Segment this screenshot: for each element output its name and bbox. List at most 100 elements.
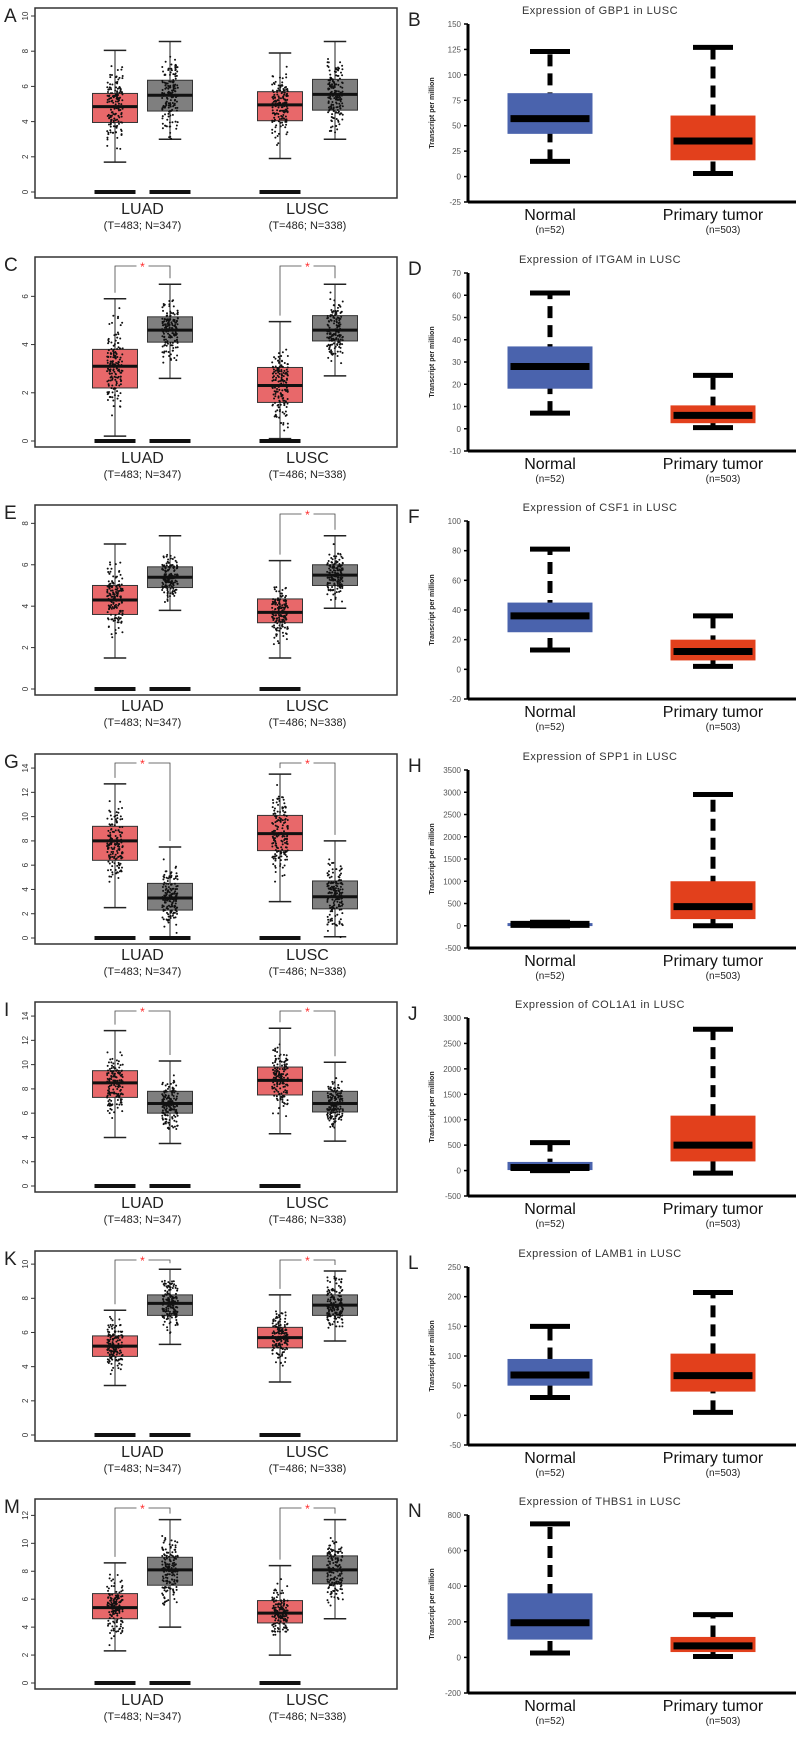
jitter-point — [328, 1119, 331, 1122]
jitter-point — [274, 859, 277, 862]
jitter-point — [117, 78, 120, 81]
jitter-point — [165, 882, 168, 885]
jitter-point — [114, 1345, 117, 1348]
jitter-point — [280, 852, 283, 855]
jitter-point — [275, 1089, 278, 1092]
jitter-point — [339, 571, 342, 574]
jitter-point — [109, 1599, 112, 1602]
jitter-point — [328, 913, 331, 916]
jitter-point — [119, 1632, 122, 1635]
jitter-point — [273, 386, 276, 389]
jitter-point — [106, 1073, 109, 1076]
jitter-point — [168, 327, 171, 330]
jitter-point — [113, 1074, 116, 1077]
jitter-point — [333, 1295, 336, 1298]
y-tick-label: 60 — [452, 291, 461, 300]
jitter-point — [334, 332, 337, 335]
jitter-point — [115, 1590, 118, 1593]
jitter-point — [285, 102, 288, 105]
jitter-point — [272, 1049, 275, 1052]
jitter-point — [280, 831, 283, 834]
jitter-point — [170, 1578, 173, 1581]
jitter-point — [326, 335, 329, 338]
jitter-point — [286, 370, 289, 373]
jitter-point — [274, 96, 277, 99]
jitter-point — [110, 1099, 113, 1102]
jitter-point — [108, 1593, 111, 1596]
jitter-point — [111, 321, 114, 324]
jitter-point — [163, 901, 166, 904]
jitter-point — [271, 610, 274, 613]
jitter-point — [114, 1347, 117, 1350]
jitter-point — [328, 336, 331, 339]
jitter-point — [341, 1568, 344, 1571]
jitter-point — [277, 1356, 280, 1359]
jitter-point — [274, 357, 277, 360]
y-tick-label: 10 — [21, 1538, 30, 1547]
jitter-point — [164, 1090, 167, 1093]
jitter-point — [168, 899, 171, 902]
jitter-point — [115, 383, 118, 386]
y-tick-label: 6 — [21, 1329, 30, 1334]
jitter-point — [339, 311, 342, 314]
jitter-point — [175, 1320, 178, 1323]
jitter-point — [176, 912, 179, 915]
jitter-point — [161, 345, 164, 348]
jitter-point — [272, 1317, 275, 1320]
jitter-point — [167, 581, 170, 584]
jitter-point — [164, 1301, 167, 1304]
jitter-point — [278, 605, 281, 608]
jitter-point — [113, 1606, 116, 1609]
jitter-point — [174, 1305, 177, 1308]
jitter-point — [332, 1105, 335, 1108]
jitter-point — [336, 325, 339, 328]
jitter-point — [118, 1611, 121, 1614]
jitter-point — [277, 825, 280, 828]
jitter-point — [326, 1299, 329, 1302]
jitter-point — [275, 124, 278, 127]
jitter-point — [175, 1097, 178, 1100]
jitter-point — [163, 1570, 166, 1573]
jitter-point — [117, 876, 120, 879]
jitter-point — [338, 77, 341, 80]
jitter-point — [273, 809, 276, 812]
jitter-point — [171, 326, 174, 329]
jitter-point — [119, 364, 122, 367]
jitter-point — [172, 1593, 175, 1596]
jitter-point — [333, 1288, 336, 1291]
jitter-point — [106, 591, 109, 594]
jitter-point — [329, 564, 332, 567]
jitter-point — [281, 847, 284, 850]
jitter-point — [271, 89, 274, 92]
jitter-point — [334, 310, 337, 313]
jitter-point — [169, 1560, 172, 1563]
jitter-point — [340, 574, 343, 577]
jitter-point — [174, 1582, 177, 1585]
jitter-point — [119, 1071, 122, 1074]
jitter-point — [162, 883, 165, 886]
jitter-point — [335, 1281, 338, 1284]
jitter-point — [164, 326, 167, 329]
jitter-point — [276, 1630, 279, 1633]
jitter-point — [165, 1097, 168, 1100]
jitter-point — [335, 106, 338, 109]
jitter-point — [273, 1627, 276, 1630]
jitter-point — [109, 868, 112, 871]
jitter-point — [275, 1339, 278, 1342]
jitter-point — [326, 1312, 329, 1315]
jitter-point — [169, 595, 172, 598]
jitter-point — [336, 334, 339, 337]
jitter-point — [119, 1051, 122, 1054]
jitter-point — [277, 803, 280, 806]
jitter-point — [333, 578, 336, 581]
jitter-point — [273, 1606, 276, 1609]
category-label: LUSC — [286, 698, 329, 715]
jitter-point — [340, 1301, 343, 1304]
jitter-point — [271, 1607, 274, 1610]
jitter-point — [272, 598, 275, 601]
jitter-point — [275, 633, 278, 636]
jitter-point — [333, 1308, 336, 1311]
jitter-point — [166, 899, 169, 902]
jitter-point — [175, 1318, 178, 1321]
